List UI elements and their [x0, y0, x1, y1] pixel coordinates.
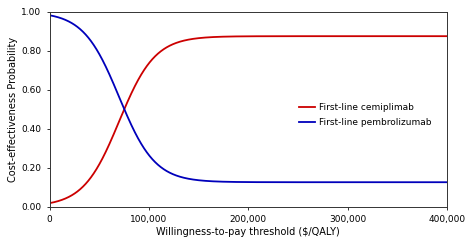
First-line pembrolizumab	[47, 14, 53, 17]
First-line pembrolizumab	[199, 179, 205, 182]
First-line pembrolizumab	[444, 181, 450, 184]
First-line cemiplimab	[199, 36, 205, 39]
Legend: First-line cemiplimab, First-line pembrolizumab: First-line cemiplimab, First-line pembro…	[295, 100, 435, 130]
First-line cemiplimab	[47, 202, 53, 205]
First-line cemiplimab	[437, 35, 442, 38]
First-line cemiplimab	[116, 122, 121, 124]
First-line pembrolizumab	[393, 181, 399, 184]
First-line pembrolizumab	[116, 94, 121, 97]
Y-axis label: Cost-effectiveness Probability: Cost-effectiveness Probability	[9, 37, 18, 182]
First-line cemiplimab	[217, 35, 222, 38]
Line: First-line cemiplimab: First-line cemiplimab	[50, 36, 447, 203]
First-line cemiplimab	[444, 35, 450, 38]
First-line pembrolizumab	[437, 181, 442, 184]
X-axis label: Willingness-to-pay threshold ($/QALY): Willingness-to-pay threshold ($/QALY)	[156, 227, 340, 237]
Line: First-line pembrolizumab: First-line pembrolizumab	[50, 15, 447, 182]
First-line pembrolizumab	[92, 45, 98, 48]
First-line cemiplimab	[393, 35, 399, 38]
First-line pembrolizumab	[217, 180, 222, 183]
First-line cemiplimab	[92, 170, 98, 173]
